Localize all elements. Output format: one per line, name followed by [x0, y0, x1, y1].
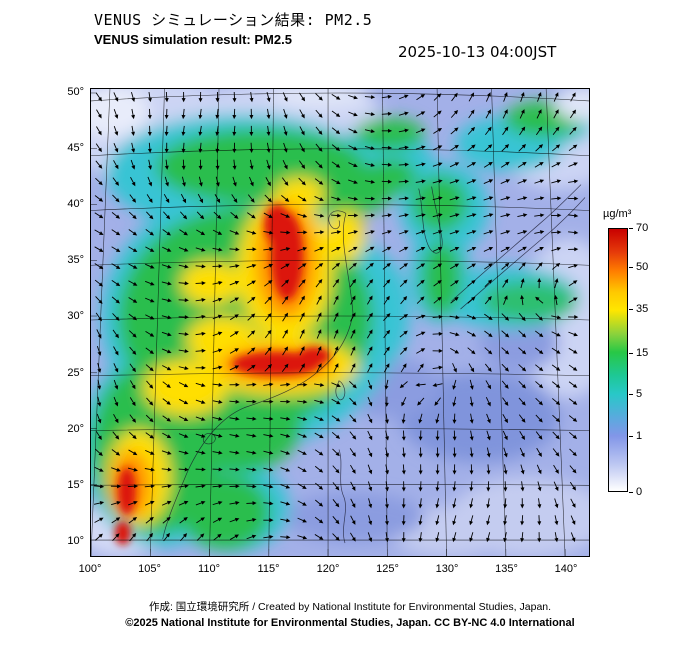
timestamp-label: 2025-10-13 04:00JST — [398, 43, 557, 61]
lon-tick-label: 120° — [316, 563, 340, 575]
lon-tick-label: 110° — [198, 563, 220, 575]
lon-tick-label: 125° — [376, 563, 399, 575]
lat-tick-label: 25° — [67, 367, 84, 379]
lon-tick-label: 140° — [554, 563, 578, 575]
copyright-line: ©2025 National Institute for Environment… — [125, 617, 575, 629]
colorbar-tick-label: 0 — [636, 486, 643, 498]
lon-tick-label: 115° — [257, 563, 280, 575]
lat-tick-label: 45° — [67, 142, 84, 154]
colorbar-tick-label: 50 — [636, 260, 649, 273]
lon-tick-label: 130° — [435, 563, 459, 575]
colorbar-tickmark — [629, 436, 633, 438]
colorbar-tick-label: 1 — [636, 430, 643, 443]
colorbar-tickmark — [629, 309, 633, 311]
lat-tick-label: 35° — [67, 254, 84, 266]
figure-title-english: VENUS simulation result: PM2.5 — [94, 32, 292, 47]
colorbar-tick-label: 70 — [636, 222, 649, 234]
credit-line: 作成: 国立環境研究所 / Created by National Instit… — [148, 601, 552, 613]
lat-tick-label: 50° — [67, 86, 84, 98]
graticule-grid — [91, 89, 589, 556]
lat-tick-label: 15° — [67, 479, 84, 491]
wind-vector-field — [93, 91, 579, 543]
lon-tick-label: 135° — [495, 563, 518, 575]
pm25-hotspots — [114, 204, 331, 546]
lat-tick-label: 10° — [67, 535, 84, 547]
lon-tick-label: 105° — [138, 563, 161, 575]
figure-title-japanese: VENUS シミュレーション結果: PM2.5 — [94, 11, 373, 29]
colorbar-tick-label: 5 — [636, 387, 643, 400]
lat-tick-label: 20° — [67, 423, 84, 435]
colorbar-tickmark — [629, 228, 633, 229]
map-plot-area — [90, 88, 590, 557]
lon-tick-label: 100° — [78, 563, 102, 575]
colorbar-unit-label: µg/m³ — [603, 208, 632, 220]
lat-tick-label: 40° — [67, 198, 84, 210]
lat-tick-label: 30° — [67, 310, 84, 322]
colorbar-tickmark — [629, 492, 633, 493]
colorbar-tickmark — [629, 352, 633, 354]
colorbar-tickmark — [629, 266, 633, 268]
colorbar-tick-label: 15 — [636, 346, 649, 359]
colorbar — [608, 228, 628, 492]
colorbar-tickmark — [629, 393, 633, 395]
colorbar-tick-label: 35 — [636, 303, 649, 316]
